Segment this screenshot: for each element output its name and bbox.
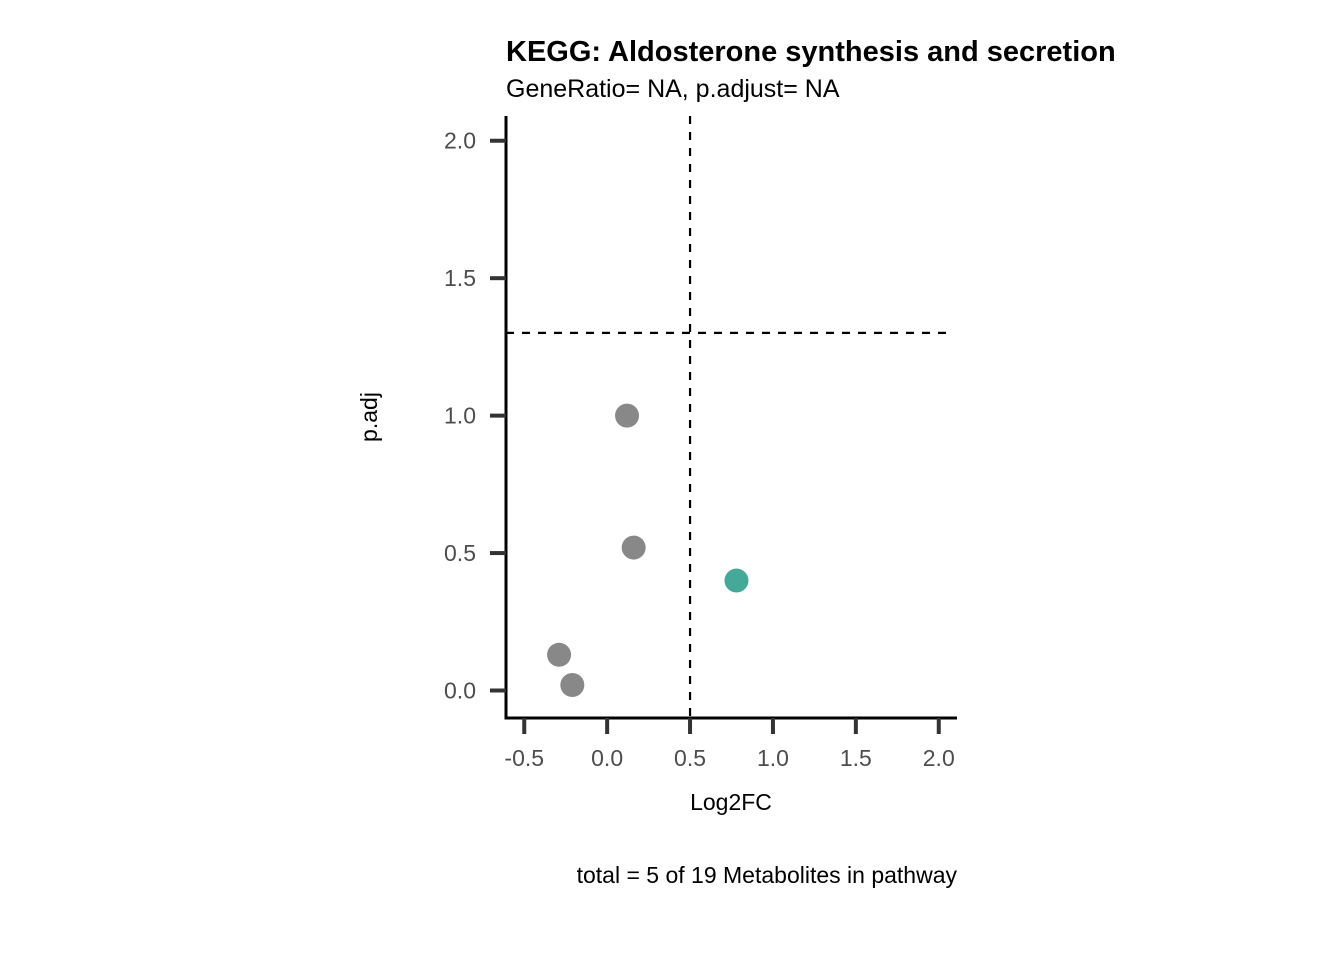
x-tick-label: -0.5 — [504, 745, 544, 771]
x-tick-label: 0.0 — [591, 745, 623, 771]
chart-subtitle: GeneRatio= NA, p.adjust= NA — [506, 75, 840, 103]
x-tick-label: 0.5 — [674, 745, 706, 771]
data-point — [724, 568, 749, 593]
x-tick-label: 2.0 — [923, 745, 955, 771]
plot-area: 0.0 0.5 1.0 1.5 2.0 -0.5 0.0 0.5 1.0 1.5 2.0 — [444, 116, 957, 771]
y-axis-title: p.adj — [356, 392, 382, 442]
y-tick-label: 2.0 — [444, 128, 476, 154]
x-axis-title: Log2FC — [690, 789, 772, 815]
data-point — [615, 403, 640, 428]
data-point — [560, 673, 585, 698]
x-tick-label: 1.0 — [757, 745, 789, 771]
data-point — [547, 642, 572, 667]
x-tick-label: 1.5 — [840, 745, 872, 771]
data-point — [621, 535, 646, 560]
chart-title: KEGG: Aldosterone synthesis and secretio… — [506, 36, 1116, 68]
y-tick-label: 1.5 — [444, 265, 476, 291]
y-tick-label: 0.5 — [444, 540, 476, 566]
chart-caption: total = 5 of 19 Metabolites in pathway — [577, 862, 958, 888]
y-tick-label: 1.0 — [444, 403, 476, 429]
y-tick-label: 0.0 — [444, 678, 476, 704]
